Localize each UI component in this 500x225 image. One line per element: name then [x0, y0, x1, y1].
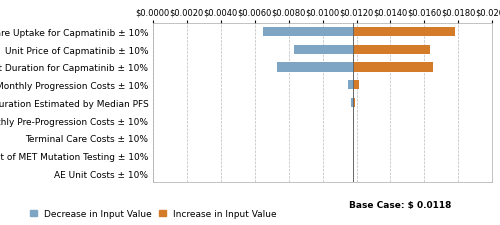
Bar [351, 98, 353, 108]
Bar [276, 63, 353, 72]
Bar [353, 98, 356, 108]
Legend: Decrease in Input Value, Increase in Input Value: Decrease in Input Value, Increase in Inp… [30, 209, 277, 218]
Bar [353, 116, 354, 125]
Bar [353, 45, 430, 55]
Bar [353, 63, 433, 72]
Bar [294, 45, 353, 55]
Bar [353, 81, 359, 90]
Bar [353, 28, 455, 37]
Bar [348, 81, 353, 90]
Text: Base Case: $ 0.0118: Base Case: $ 0.0118 [349, 200, 451, 209]
Bar [263, 28, 353, 37]
